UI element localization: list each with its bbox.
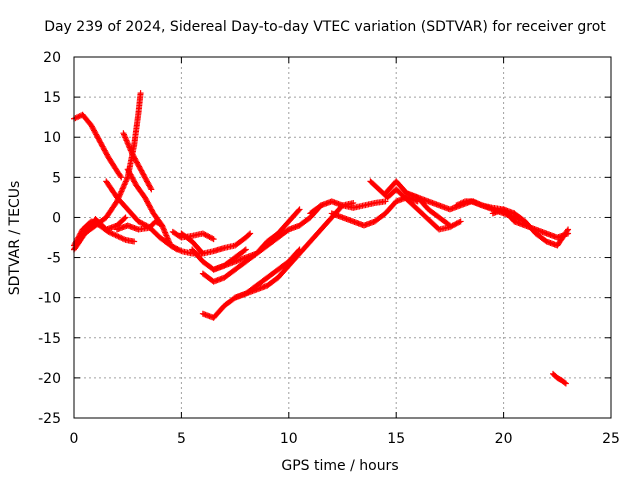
x-tick-label: 15 xyxy=(387,431,405,447)
x-tick-label: 20 xyxy=(495,431,513,447)
series-arc-2 xyxy=(71,111,125,181)
data-point xyxy=(564,227,571,234)
y-tick-label: 20 xyxy=(43,50,61,66)
data-point xyxy=(246,231,253,238)
data-point xyxy=(241,247,248,254)
y-tick-label: -20 xyxy=(38,371,61,387)
y-tick-label: 5 xyxy=(52,170,61,186)
data-point xyxy=(147,185,154,192)
y-tick-label: 10 xyxy=(43,130,61,146)
data-point xyxy=(295,207,302,214)
data-point xyxy=(131,238,138,245)
y-tick-label: -25 xyxy=(38,411,61,427)
data-point xyxy=(445,221,452,228)
data-point xyxy=(117,173,124,180)
data-point xyxy=(296,206,303,213)
data-point xyxy=(446,222,453,229)
series-arc-6 xyxy=(120,130,155,193)
data-point xyxy=(242,246,249,253)
data-series xyxy=(71,90,572,387)
series-arc-24 xyxy=(550,370,569,387)
series-arc-12 xyxy=(199,206,303,285)
data-point xyxy=(457,218,464,225)
series-arc-15 xyxy=(232,246,303,301)
data-point xyxy=(209,235,216,242)
data-point xyxy=(295,247,302,254)
y-tick-label: -15 xyxy=(38,331,61,347)
series-arc-22 xyxy=(489,206,572,241)
data-point xyxy=(159,222,166,229)
series-arc-23 xyxy=(511,210,572,249)
series-arc-14 xyxy=(199,200,357,321)
x-tick-label: 0 xyxy=(70,431,79,447)
chart-title: Day 239 of 2024, Sidereal Day-to-day VTE… xyxy=(44,19,606,35)
y-tick-label: 0 xyxy=(52,210,61,226)
data-point xyxy=(561,379,568,386)
data-point xyxy=(177,247,184,254)
data-point xyxy=(157,221,164,228)
plot-frame xyxy=(73,56,612,419)
data-point xyxy=(148,186,155,193)
data-point xyxy=(174,246,181,253)
data-point xyxy=(121,215,128,222)
series-arc-13 xyxy=(210,202,325,273)
data-point xyxy=(172,245,179,252)
series-arc-8 xyxy=(113,218,166,233)
y-axis-label: SDTVAR / TECUs xyxy=(7,181,23,296)
y-tick-label: -5 xyxy=(47,251,61,267)
x-tick-label: 10 xyxy=(280,431,298,447)
data-point xyxy=(122,214,129,221)
data-point xyxy=(137,90,144,97)
series-arc-17 xyxy=(328,194,421,229)
data-point xyxy=(247,230,254,237)
y-tick-label: -10 xyxy=(38,291,61,307)
series-arc-16 xyxy=(307,198,389,217)
x-tick-label: 25 xyxy=(602,431,620,447)
x-axis-label: GPS time / hours xyxy=(281,458,398,474)
data-point xyxy=(562,380,569,387)
series-arc-10 xyxy=(178,230,254,257)
data-point xyxy=(456,219,463,226)
grid xyxy=(74,57,611,418)
y-tick-label: 15 xyxy=(43,90,61,106)
data-point xyxy=(565,226,572,233)
x-tick-label: 5 xyxy=(177,431,186,447)
data-point xyxy=(296,246,303,253)
axis-ticks: 0 5 10 15 20 25 -25 -20 -15 -10 -5 0 5 10 15 20 xyxy=(38,50,620,447)
data-point xyxy=(118,174,125,181)
data-point xyxy=(382,198,389,205)
series-arc-4 xyxy=(71,214,129,253)
data-point xyxy=(210,236,217,243)
